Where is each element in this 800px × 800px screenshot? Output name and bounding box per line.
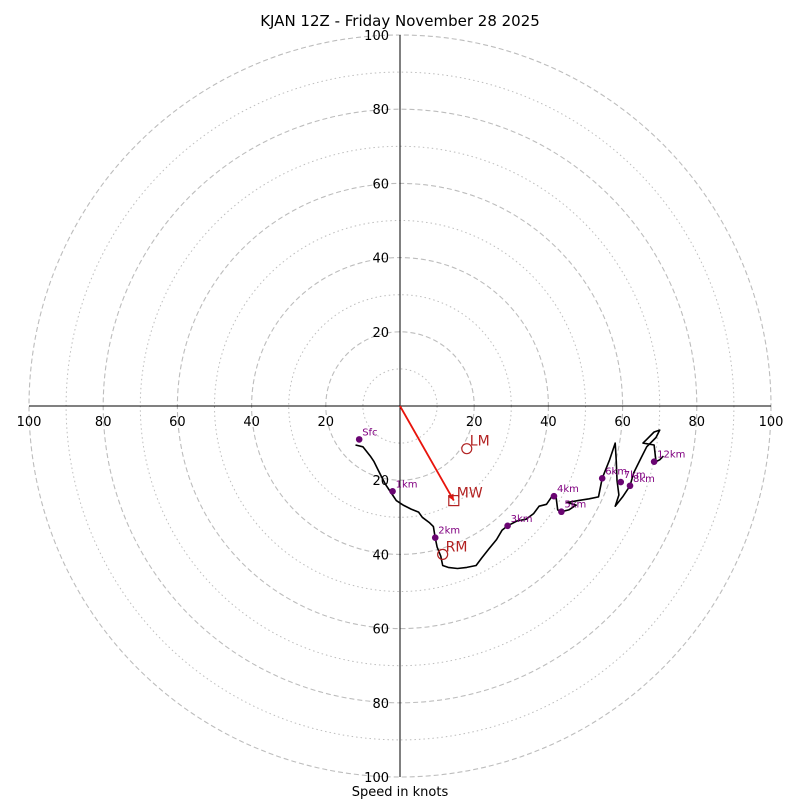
y-tick-bottom-100: 100 [364,771,389,786]
height-marker-7km [617,478,625,486]
y-tick-bottom-80: 80 [372,697,389,712]
height-marker-2km [431,534,439,542]
height-label-12km: 12km [657,450,685,461]
height-marker-sfc [355,436,363,443]
x-tick-right-80: 80 [689,415,706,430]
storm-motion-markers: LM MW RM [437,434,490,561]
y-tick-bottom-40: 40 [372,548,389,563]
height-label-2km: 2km [438,526,460,537]
chart-title: KJAN 12Z - Friday November 28 2025 [260,12,540,30]
height-label-5km: 5km [564,500,586,511]
height-marker-8km [626,482,634,490]
x-tick-left-60: 60 [169,415,186,430]
x-tick-right-40: 40 [540,415,557,430]
storm-marker-rm [437,548,449,561]
hodograph-trace [355,429,664,570]
height-label-4km: 4km [557,484,579,495]
y-tick-top-100: 100 [364,29,389,44]
y-tick-top-60: 60 [372,177,389,192]
x-tick-left-20: 20 [318,415,335,430]
storm-marker-mw [448,495,460,507]
height-label-sfc: Sfc [362,427,377,438]
height-label-6km: 6km [605,466,627,477]
hodograph-trace-group [355,429,664,570]
x-tick-left-80: 80 [95,415,112,430]
height-marker-1km [389,488,396,495]
x-tick-right-100: 100 [759,415,784,430]
x-tick-right-60: 60 [614,415,631,430]
y-tick-top-40: 40 [372,252,389,267]
y-tick-bottom-20: 20 [372,474,389,489]
height-label-3km: 3km [511,514,533,525]
x-tick-right-20: 20 [466,415,483,430]
y-tick-bottom-60: 60 [372,623,389,638]
y-tick-top-80: 80 [372,103,389,118]
x-tick-left-40: 40 [243,415,260,430]
storm-label-mw: MW [457,486,483,502]
height-label-1km: 1km [396,479,418,490]
mean-wind-vector [399,405,455,502]
height-marker-5km [558,508,565,516]
height-marker-3km [504,522,511,530]
height-marker-4km [550,492,558,500]
height-marker-12km [650,458,658,465]
storm-label-lm: LM [470,434,490,450]
y-tick-top-20: 20 [372,326,389,341]
x-axis-label: Speed in knots [352,785,449,800]
height-marker-6km [598,475,606,482]
storm-label-rm: RM [446,539,468,555]
storm-marker-lm [461,443,473,455]
x-tick-left-100: 100 [17,415,42,430]
height-label-7km: 7km [624,470,646,481]
axis-tick-labels: 20 20 20 20 40 40 40 40 60 60 60 60 80 80 80 80 100 100 10… [17,29,784,786]
height-label-8km: 8km [633,474,655,485]
